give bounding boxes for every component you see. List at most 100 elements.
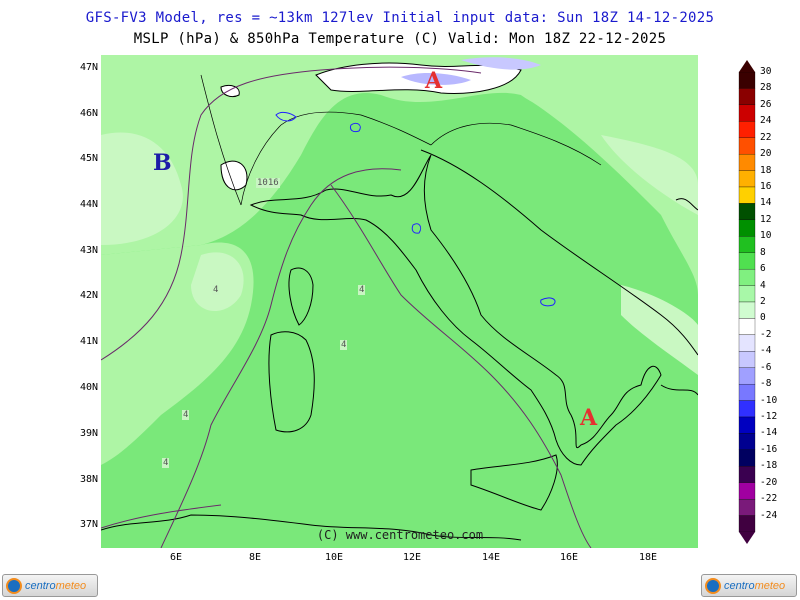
pale-zone-ligurian (191, 252, 244, 312)
lon-label: 10E (324, 552, 344, 563)
logo-text: centrometeo (25, 579, 87, 592)
lat-label: 41N (79, 336, 98, 347)
map-subtitle: MSLP (hPa) & 850hPa Temperature (C) Vali… (133, 31, 667, 47)
colorbar-tick-label: -22 (760, 493, 778, 505)
colorbar-tick-label: 2 (760, 296, 766, 307)
colorbar-tick-label: 28 (760, 82, 772, 94)
colorbar-swatch (738, 351, 756, 368)
centrometeo-logo-right[interactable]: centrometeo (701, 574, 797, 597)
colorbar-swatch (738, 301, 756, 319)
colorbar-tick-label: 16 (760, 181, 772, 192)
colorbar-tick-label: 10 (760, 230, 772, 242)
colorbar-tick-label: 4 (760, 279, 766, 291)
lat-label: 42N (79, 290, 98, 301)
pale-zone-west (101, 132, 183, 245)
lat-label: 47N (79, 62, 98, 73)
colorbar-swatch (738, 203, 756, 221)
colorbar-tick-label: -24 (760, 509, 778, 521)
warm-zone-east (521, 55, 698, 295)
colorbar-swatch (738, 219, 756, 237)
colorbar-swatch (738, 515, 756, 533)
colorbar-tick-label: -20 (760, 476, 778, 488)
isobar-label: 1016 (256, 178, 280, 188)
colorbar-top-arrow (739, 60, 755, 72)
lon-label: 16E (559, 552, 579, 563)
colorbar-swatch (738, 498, 756, 516)
colorbar-tick-label: 22 (760, 131, 772, 143)
colorbar-swatch (738, 400, 756, 418)
temperature-colorbar (738, 60, 756, 544)
colorbar-swatch (738, 121, 756, 138)
colorbar-tick-label: -10 (760, 394, 778, 406)
alps-cold-blue-2 (461, 57, 541, 70)
colorbar-tick-label: 26 (760, 98, 772, 110)
colorbar-tick-label: 20 (760, 148, 772, 160)
colorbar-tick-label: -8 (760, 378, 772, 390)
cold-patches (275, 111, 556, 307)
globe-icon (6, 577, 22, 594)
isobars (101, 66, 592, 548)
lat-label: 43N (79, 245, 98, 256)
temp-label: 4 (212, 285, 220, 295)
centrometeo-logo-left[interactable]: centrometeo (2, 574, 98, 597)
lon-label: 12E (402, 552, 422, 563)
temp-label: 4 (182, 410, 190, 420)
colorbar-bottom-arrow (739, 532, 755, 544)
high-pressure-north-marker: A (425, 68, 443, 94)
lat-label: 38N (79, 474, 98, 485)
low-pressure-west-marker: B (153, 150, 172, 176)
borders (200, 74, 602, 206)
pale-zone-ne (601, 135, 698, 215)
lon-label: 8E (248, 552, 262, 563)
colorbar-swatch (738, 186, 756, 204)
lon-label: 14E (481, 552, 501, 563)
colorbar-tick-label: -18 (760, 460, 778, 472)
colorbar-tick-label: 24 (760, 115, 772, 127)
lon-label: 18E (638, 552, 658, 563)
colorbar-swatch (738, 71, 756, 89)
weather-map (101, 55, 698, 548)
colorbar-tick-label: -16 (760, 443, 778, 455)
colorbar-swatch (738, 449, 756, 467)
high-pressure-south-marker: A (580, 405, 598, 431)
colorbar-swatch (738, 285, 756, 303)
colorbar-tick-label: 14 (760, 197, 772, 209)
colorbar-swatch (738, 433, 756, 451)
colorbar-swatch (738, 252, 756, 270)
map-copyright: (C) www.centrometeo.com (316, 528, 484, 542)
logo-text: centrometeo (724, 579, 786, 592)
colorbar-swatch (738, 268, 756, 286)
colorbar-swatch (738, 153, 756, 171)
coastlines (101, 149, 698, 541)
colorbar-tick-label: 0 (760, 312, 766, 324)
colorbar-tick-label: 6 (760, 263, 766, 275)
colorbar-swatch (738, 137, 756, 155)
colorbar-swatch (738, 466, 756, 483)
temp-label: 4 (340, 340, 348, 350)
colorbar-swatch (738, 416, 756, 434)
colorbar-swatch (738, 104, 756, 122)
colorbar-swatch (738, 170, 756, 188)
colorbar-tick-label: -2 (760, 328, 772, 340)
colorbar-tick-label: 8 (760, 246, 766, 258)
colorbar-tick-label: -14 (760, 427, 778, 439)
lon-label: 6E (169, 552, 183, 563)
lat-label: 45N (79, 153, 98, 164)
temp-label: 4 (162, 458, 170, 468)
lat-label: 46N (79, 108, 98, 119)
globe-icon (705, 577, 721, 594)
colorbar-swatch (738, 383, 756, 401)
colorbar-tick-label: 18 (760, 164, 772, 176)
temp-label: 4 (358, 285, 366, 295)
lat-label: 40N (79, 382, 98, 393)
colorbar-tick-label: -4 (760, 345, 772, 357)
colorbar-tick-label: 30 (760, 66, 772, 77)
lat-label: 37N (79, 519, 98, 530)
alps-cold-blue (401, 73, 471, 85)
colorbar-swatch (738, 367, 756, 385)
colorbar-tick-label: -12 (760, 411, 778, 422)
lat-label: 44N (79, 199, 98, 210)
model-info-title: GFS-FV3 Model, res = ~13km 127lev Initia… (85, 10, 715, 26)
colorbar-tick-label: 12 (760, 213, 772, 225)
pale-zone-balkan (621, 285, 698, 375)
